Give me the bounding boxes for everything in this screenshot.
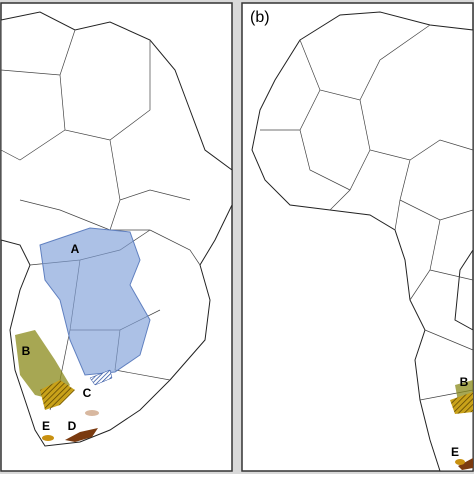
region-label: B: [22, 344, 31, 358]
region-label: A: [71, 242, 80, 256]
region-label: E: [42, 419, 50, 433]
africa-outline: [0, 11, 233, 447]
panel-b: (b) B E: [241, 2, 474, 472]
region-e: [42, 435, 54, 441]
panel-a: A B C D E: [0, 2, 233, 472]
panel-label: (b): [250, 9, 270, 26]
region-a: [39, 227, 151, 376]
region-label: D: [68, 419, 77, 433]
country-borders: [260, 24, 474, 401]
region-b-hatch: [40, 380, 75, 410]
africa-outline: [251, 11, 474, 472]
region-e: [455, 459, 465, 465]
region-c: [85, 410, 99, 416]
region-label: E: [451, 445, 459, 459]
region-label: B: [460, 375, 469, 389]
region-d: [458, 458, 473, 470]
region-c-hatch: [89, 369, 113, 386]
region-d: [65, 428, 98, 442]
region-label: C: [83, 386, 92, 400]
region-b-hatch: [450, 392, 473, 414]
